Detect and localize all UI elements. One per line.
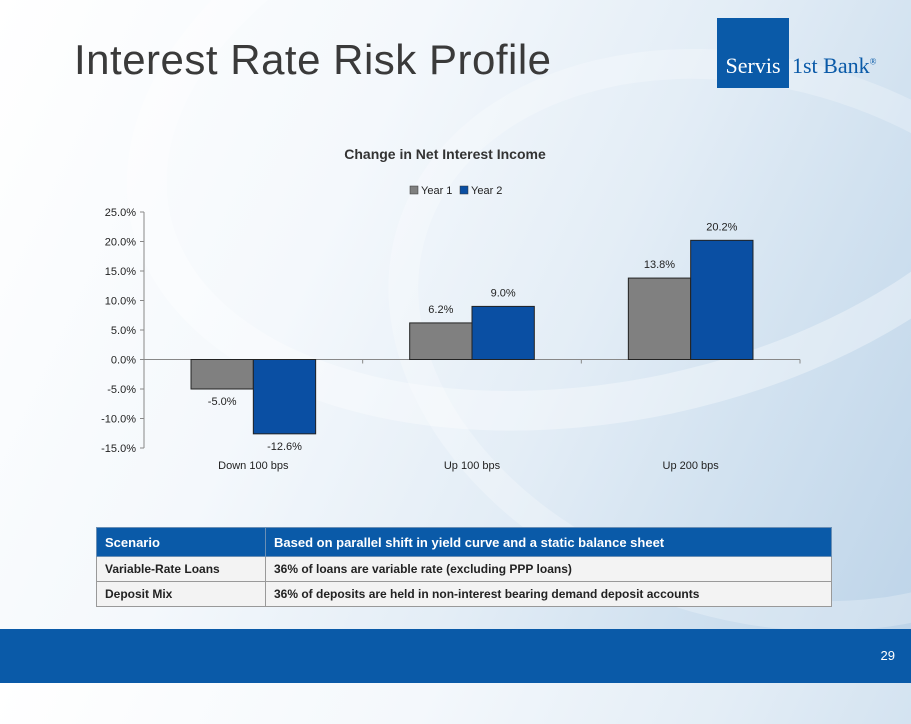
table-cell: Variable-Rate Loans xyxy=(96,556,266,582)
bar-year-1 xyxy=(409,322,473,361)
bar-year-2 xyxy=(252,359,317,435)
servisfirst-logo: Servis 1st Bank® xyxy=(717,18,893,88)
page-number: 29 xyxy=(880,648,895,663)
logo-text: 1st Bank® xyxy=(792,53,877,78)
data-label: -5.0% xyxy=(208,396,237,408)
table-cell: 36% of loans are variable rate (excludin… xyxy=(265,556,832,582)
legend-label-year2: Year 2 xyxy=(471,185,502,197)
x-category-label: Up 100 bps xyxy=(444,460,501,472)
bar-year-2 xyxy=(690,239,754,361)
y-tick-label: 10.0% xyxy=(105,296,136,308)
chart-legend: Year 1 Year 2 xyxy=(409,185,502,197)
chart-title: Change in Net Interest Income xyxy=(344,146,546,162)
y-tick-label: 15.0% xyxy=(105,266,136,278)
data-label: 9.0% xyxy=(491,287,516,299)
y-tick-label: -5.0% xyxy=(107,384,136,396)
data-label: 13.8% xyxy=(644,259,675,271)
table-header-row: Scenario Based on parallel shift in yiel… xyxy=(96,527,832,557)
table-row: Variable-Rate Loans 36% of loans are var… xyxy=(96,556,832,582)
bar-year-2 xyxy=(471,305,535,360)
data-label: 6.2% xyxy=(428,304,453,316)
data-label: -12.6% xyxy=(267,441,302,453)
plot-area: 25.0% 20.0% 15.0% 10.0% 5.0% 0.0% -5.0% -10.0% -… xyxy=(101,207,801,472)
assumptions-table: Scenario Based on parallel shift in yiel… xyxy=(96,527,832,607)
y-tick-label: -15.0% xyxy=(101,443,136,455)
table-header-cell: Scenario xyxy=(96,527,266,557)
table-row: Deposit Mix 36% of deposits are held in … xyxy=(96,581,832,607)
y-tick-label: 0.0% xyxy=(111,355,136,367)
slide-title: Interest Rate Risk Profile xyxy=(74,36,552,83)
legend-label-year1: Year 1 xyxy=(421,185,452,197)
net-interest-income-chart: Change in Net Interest Income Year 1 Yea… xyxy=(101,146,801,472)
legend-swatch-year1 xyxy=(409,185,419,195)
table-header-cell: Based on parallel shift in yield curve a… xyxy=(265,527,832,557)
y-tick-label: 5.0% xyxy=(111,325,136,337)
x-category-label: Down 100 bps xyxy=(218,460,289,472)
y-tick-label: 20.0% xyxy=(105,237,136,249)
legend-swatch-year2 xyxy=(459,185,469,195)
x-category-label: Up 200 bps xyxy=(663,460,720,472)
bar-year-1 xyxy=(627,277,692,360)
table-cell: Deposit Mix xyxy=(96,581,266,607)
y-tick-label: 25.0% xyxy=(105,207,136,219)
y-tick-label: -10.0% xyxy=(101,414,136,426)
footer-bar: 29 xyxy=(0,629,911,683)
table-cell: 36% of deposits are held in non-interest… xyxy=(265,581,832,607)
data-label: 20.2% xyxy=(706,221,737,233)
bar-year-1 xyxy=(190,359,254,390)
logo-box: Servis xyxy=(717,18,789,88)
